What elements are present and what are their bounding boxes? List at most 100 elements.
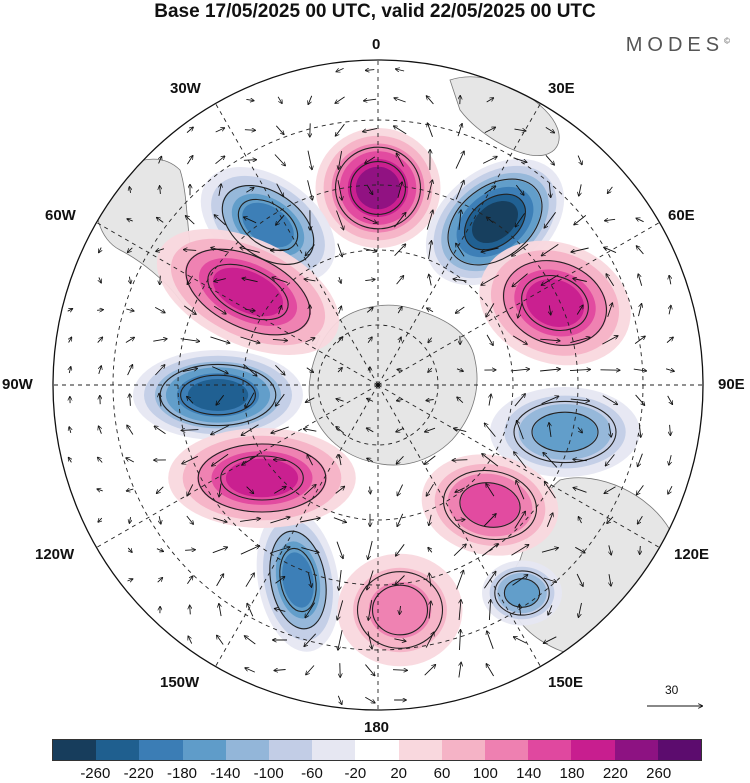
wind-arrow: [212, 453, 229, 466]
wind-arrow: [548, 605, 553, 614]
colorbar-box-14: [657, 740, 702, 760]
wind-arrow: [394, 639, 405, 641]
wind-arrow: [127, 489, 134, 491]
wind-arrow: [69, 338, 72, 343]
wind-arrow: [459, 210, 461, 230]
antarctica-land: [308, 304, 478, 466]
wind-arrow: [428, 241, 432, 259]
wind-arrow: [573, 459, 587, 460]
anomaly-contour: [197, 443, 327, 513]
copyright-mark: ©: [724, 36, 730, 46]
lon-label-90e: 90E: [718, 376, 745, 393]
wind-arrow: [270, 547, 289, 554]
wind-arrow: [271, 250, 290, 251]
anomaly-contour: [221, 185, 315, 265]
wind-arrow: [428, 548, 432, 553]
wind-arrow: [579, 517, 582, 524]
wind-arrow: [245, 668, 255, 673]
wind-arrow: [129, 187, 130, 193]
wind-arrow: [607, 303, 613, 317]
lon-label-120w: 120W: [35, 546, 75, 563]
wind-arrow: [187, 576, 192, 584]
wind-arrow: [367, 185, 373, 195]
wind-arrow: [307, 150, 312, 170]
wind-arrow: [275, 609, 286, 612]
wind-arrow: [485, 423, 496, 437]
anomaly-contour: [459, 482, 521, 528]
wind-arrow: [549, 182, 550, 197]
wind-arrow: [665, 369, 674, 371]
wind-arrow: [512, 273, 528, 287]
wind-arrow: [638, 304, 642, 317]
wind-arrow: [160, 186, 161, 194]
colorbar-tick-label: 260: [646, 765, 672, 782]
anomaly-contour: [521, 275, 589, 331]
wind-arrow: [484, 186, 496, 195]
wind-arrow: [337, 243, 342, 257]
wind-arrow: [69, 367, 70, 374]
lon-label-60e: 60E: [668, 207, 695, 224]
wind-arrow: [396, 544, 405, 555]
wind-arrow: [429, 602, 431, 619]
wind-arrow: [638, 453, 643, 467]
wind-arrow: [484, 127, 495, 134]
lon-label-0: 0: [372, 36, 381, 53]
colorbar-box-1: [96, 740, 140, 760]
wind-arrow: [246, 188, 253, 193]
wind-arrow: [512, 243, 529, 256]
anomaly-contour: [464, 193, 526, 251]
wind-arrow: [608, 423, 611, 437]
wind-arrow: [339, 276, 341, 283]
wind-arrow: [279, 306, 282, 315]
wind-arrow: [367, 399, 374, 402]
wind-arrow: [516, 481, 525, 500]
wind-arrow: [515, 184, 523, 195]
wind-arrow: [213, 305, 226, 314]
wind-arrow: [429, 514, 431, 525]
meridian-line: [377, 384, 541, 667]
wind-arrow: [394, 126, 407, 135]
colorbar-tick-label: -140: [210, 765, 241, 782]
meridian-line: [377, 103, 541, 386]
anomaly-contour: [220, 455, 304, 501]
lon-label-60w: 60W: [45, 207, 76, 224]
wind-arrow: [270, 517, 289, 524]
wind-arrow: [577, 155, 582, 165]
anomaly-contour: [334, 146, 422, 230]
colorbar-box-12: [571, 740, 615, 760]
wind-arrow: [543, 577, 556, 582]
wind-arrow: [579, 184, 581, 195]
wind-arrow: [216, 574, 224, 587]
wind-arrow: [337, 600, 344, 619]
wind-arrow: [212, 366, 228, 374]
wind-arrow: [669, 306, 671, 315]
wind-arrow: [607, 516, 614, 523]
wind-arrow: [668, 485, 673, 494]
positive-anomaly-shade: [212, 267, 284, 317]
wind-arrow: [185, 550, 195, 551]
wind-arrow: [211, 248, 229, 253]
wind-arrow: [669, 276, 671, 285]
wind-arrow: [482, 157, 497, 164]
wind-arrow: [512, 575, 528, 586]
wind-arrow: [187, 156, 192, 165]
wind-arrow: [274, 670, 286, 671]
wind-arrow: [99, 277, 101, 282]
wind-arrow: [366, 70, 375, 71]
wind-arrow: [459, 663, 461, 678]
anomaly-contour: [237, 198, 299, 252]
meridian-line: [215, 384, 379, 667]
wind-arrow: [128, 247, 133, 252]
wind-arrow: [365, 279, 374, 280]
wind-arrow: [517, 421, 524, 440]
wind-arrow: [394, 244, 406, 257]
wind-arrow: [364, 99, 377, 101]
wind-arrow: [400, 605, 401, 614]
brand-logo: MODES©: [626, 34, 730, 57]
wind-arrow: [335, 96, 345, 103]
reference-vector-label: 30: [665, 683, 679, 697]
colorbar-tick-label: 20: [390, 765, 407, 782]
wind-arrow: [396, 575, 405, 585]
colorbar-box-2: [139, 740, 183, 760]
